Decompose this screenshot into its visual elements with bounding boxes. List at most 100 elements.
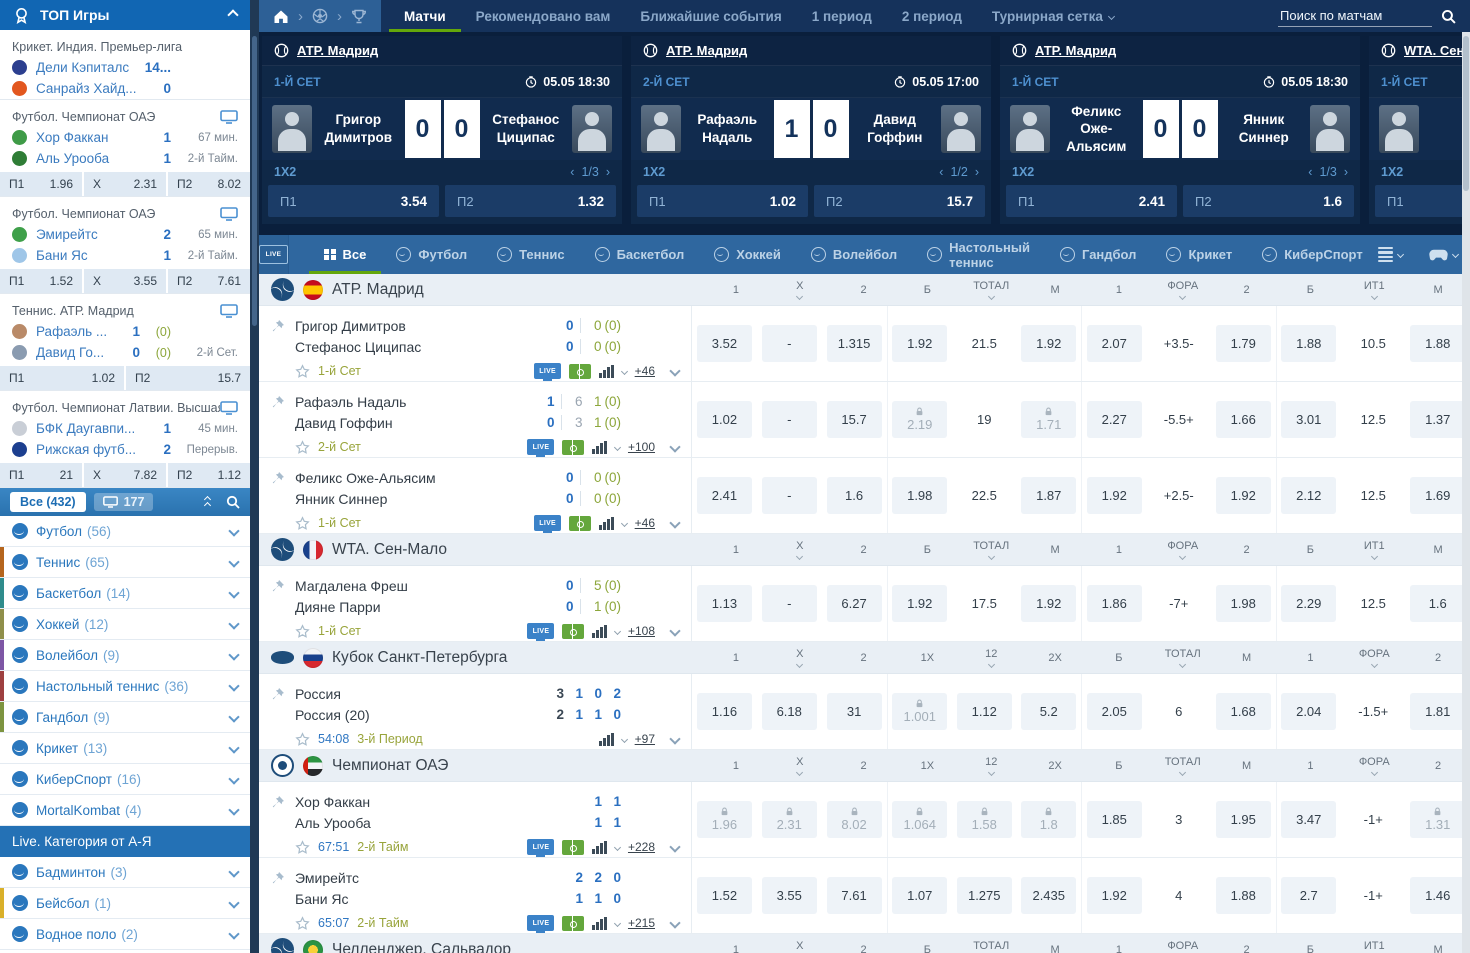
odds-cell[interactable]: 31 <box>826 693 882 730</box>
odds-cell[interactable]: 1.66 <box>1215 401 1271 438</box>
odds-cell[interactable]: 15.7 <box>826 401 882 438</box>
odds-button[interactable]: П2 8.02 <box>168 172 250 196</box>
odds-cell[interactable]: 1.98 <box>892 477 948 514</box>
sidebar-sport-item[interactable]: Теннис (65) <box>0 547 250 578</box>
odds-cell[interactable]: 1.92 <box>1021 325 1077 362</box>
odds-button[interactable]: П2 1.12 <box>168 463 250 487</box>
odds-cell[interactable]: 12.5 <box>1346 401 1401 438</box>
stats-chart-icon[interactable] <box>599 364 614 378</box>
odds-cell[interactable]: 1.92 <box>892 585 948 622</box>
team-row[interactable]: Давид Го... 0 (0) 2-й Сет. <box>0 342 250 363</box>
pager-prev-icon[interactable]: ‹ <box>1308 165 1313 179</box>
odds-cell[interactable]: +3.5- <box>1151 325 1206 362</box>
odds-cell[interactable]: 22.5 <box>957 477 1012 514</box>
odds-cell[interactable]: 21.5 <box>957 325 1012 362</box>
esports-toggle[interactable] <box>1429 249 1459 261</box>
top-match-block[interactable]: Футбол. Чемпионат ОАЭ Эмирейтс 2 65 мин. <box>0 197 250 294</box>
pitch-tracker-icon[interactable] <box>562 839 585 855</box>
odds-cell[interactable]: 1.58 <box>956 801 1012 838</box>
tv-events-pill[interactable]: 177 <box>93 493 154 511</box>
odds-button[interactable]: П1 2.41 <box>1006 185 1177 217</box>
odds-cell[interactable]: 1.68 <box>1215 693 1271 730</box>
match-info[interactable]: Григор Димитров 0 0 (0) Стефанос Циципас <box>259 306 692 381</box>
page-scrollbar[interactable] <box>1462 32 1470 953</box>
stream-monitor-icon[interactable] <box>220 401 238 415</box>
odds-cell[interactable]: 3.55 <box>761 877 817 914</box>
expand-row-icon[interactable] <box>669 733 681 745</box>
odds-cell[interactable]: 1.71 <box>1021 401 1077 438</box>
stats-chart-icon[interactable] <box>599 516 614 530</box>
live-stream-icon[interactable]: LIVE <box>534 363 562 381</box>
odds-cell[interactable]: 1.92 <box>1021 585 1077 622</box>
odds-cell[interactable]: - <box>761 325 817 362</box>
sidebar-sport-item[interactable]: MortalKombat (4) <box>0 795 250 826</box>
odds-cell[interactable]: 4 <box>1151 877 1206 914</box>
column-chevron-icon[interactable] <box>796 292 804 301</box>
odds-cell[interactable]: 1.31 <box>1410 801 1466 838</box>
sport-filter-tab[interactable]: Баскетбол <box>580 235 700 274</box>
odds-cell[interactable]: 3.47 <box>1281 801 1337 838</box>
odds-cell[interactable]: - <box>761 401 817 438</box>
search-icon[interactable] <box>1441 9 1456 24</box>
search-input[interactable] <box>1278 5 1432 27</box>
column-chevron-icon[interactable] <box>796 768 804 777</box>
odds-cell[interactable]: 1.37 <box>1410 401 1466 438</box>
more-markets-link[interactable]: +46 <box>634 364 655 378</box>
match-info[interactable]: Магдалена Фреш 0 5 (0) Дияне Парри <box>259 566 692 641</box>
odds-cell[interactable]: +2.5- <box>1151 477 1206 514</box>
team-row[interactable]: Эмирейтс 2 65 мин. <box>0 224 250 245</box>
odds-cell[interactable]: 17.5 <box>957 585 1012 622</box>
sport-filter-tab[interactable]: Хоккей <box>699 235 796 274</box>
odds-cell[interactable]: 1.85 <box>1086 801 1142 838</box>
live-stream-icon[interactable]: LIVE <box>527 439 555 457</box>
column-chevron-icon[interactable] <box>1370 660 1378 669</box>
odds-button[interactable]: П1 <box>1375 185 1470 217</box>
odds-cell[interactable]: 2.41 <box>696 477 752 514</box>
odds-cell[interactable]: -1+ <box>1346 801 1401 838</box>
sidebar-sport-item[interactable]: Волейбол (9) <box>0 640 250 671</box>
odds-cell[interactable]: 1.275 <box>956 877 1012 914</box>
column-chevron-icon[interactable] <box>796 552 804 561</box>
sidebar-scrollbar[interactable] <box>250 0 259 953</box>
team-row[interactable]: Санрайз Хайд... 0 <box>0 78 250 99</box>
odds-cell[interactable]: 19 <box>957 401 1012 438</box>
pitch-tracker-icon[interactable] <box>562 439 585 455</box>
more-markets-link[interactable]: +97 <box>634 732 655 746</box>
odds-cell[interactable]: 1.96 <box>696 801 752 838</box>
match-info[interactable]: Рафаэль Надаль 1 6 1 (0) Давид Гоффин <box>259 382 692 457</box>
chevron-down-icon[interactable] <box>228 804 240 816</box>
pager-prev-icon[interactable]: ‹ <box>939 165 944 179</box>
expand-row-icon[interactable] <box>669 917 681 929</box>
league-name[interactable]: Челленджер. Сальвадор <box>332 940 512 953</box>
odds-cell[interactable]: 6.27 <box>826 585 882 622</box>
top-tab[interactable]: Матчи <box>389 0 461 32</box>
top-match-block[interactable]: Футбол. Чемпионат Латвии. Высшая ли... Б… <box>0 391 250 488</box>
sidebar-sport-item[interactable]: Хоккей (12) <box>0 609 250 640</box>
team-row[interactable]: Бани Яс 1 2-й Тайм. <box>0 245 250 266</box>
odds-cell[interactable]: 1.92 <box>1086 877 1142 914</box>
sidebar-sport-item[interactable]: Настольный теннис (36) <box>0 671 250 702</box>
expand-row-icon[interactable] <box>669 517 681 529</box>
chevron-down-icon[interactable] <box>228 711 240 723</box>
chevron-down-icon[interactable] <box>228 556 240 568</box>
match-info[interactable]: Феликс Оже-Альясим 0 0 (0) Янник Синнер <box>259 458 692 533</box>
column-chevron-icon[interactable] <box>987 292 995 301</box>
pitch-tracker-icon[interactable] <box>569 515 592 531</box>
pitch-tracker-icon[interactable] <box>569 363 592 379</box>
sidebar-sport-item[interactable]: Футбол (56) <box>0 516 250 547</box>
sport-filter-tab[interactable]: Волейбол <box>796 235 912 274</box>
live-stream-icon[interactable]: LIVE <box>527 623 555 641</box>
odds-cell[interactable]: 1.92 <box>892 325 948 362</box>
top-tab[interactable]: Рекомендовано вам <box>461 0 626 32</box>
pin-icon[interactable] <box>271 579 285 593</box>
odds-cell[interactable]: 5.2 <box>1021 693 1077 730</box>
chevron-down-icon[interactable] <box>228 525 240 537</box>
chevron-down-icon[interactable] <box>228 742 240 754</box>
stats-chart-icon[interactable] <box>592 916 607 930</box>
odds-cell[interactable]: 3.52 <box>696 325 752 362</box>
favorite-star-icon[interactable] <box>295 731 310 747</box>
more-markets-link[interactable]: +46 <box>634 516 655 530</box>
favorite-star-icon[interactable] <box>295 839 310 855</box>
odds-cell[interactable]: 2.12 <box>1281 477 1337 514</box>
column-chevron-icon[interactable] <box>1179 660 1187 669</box>
